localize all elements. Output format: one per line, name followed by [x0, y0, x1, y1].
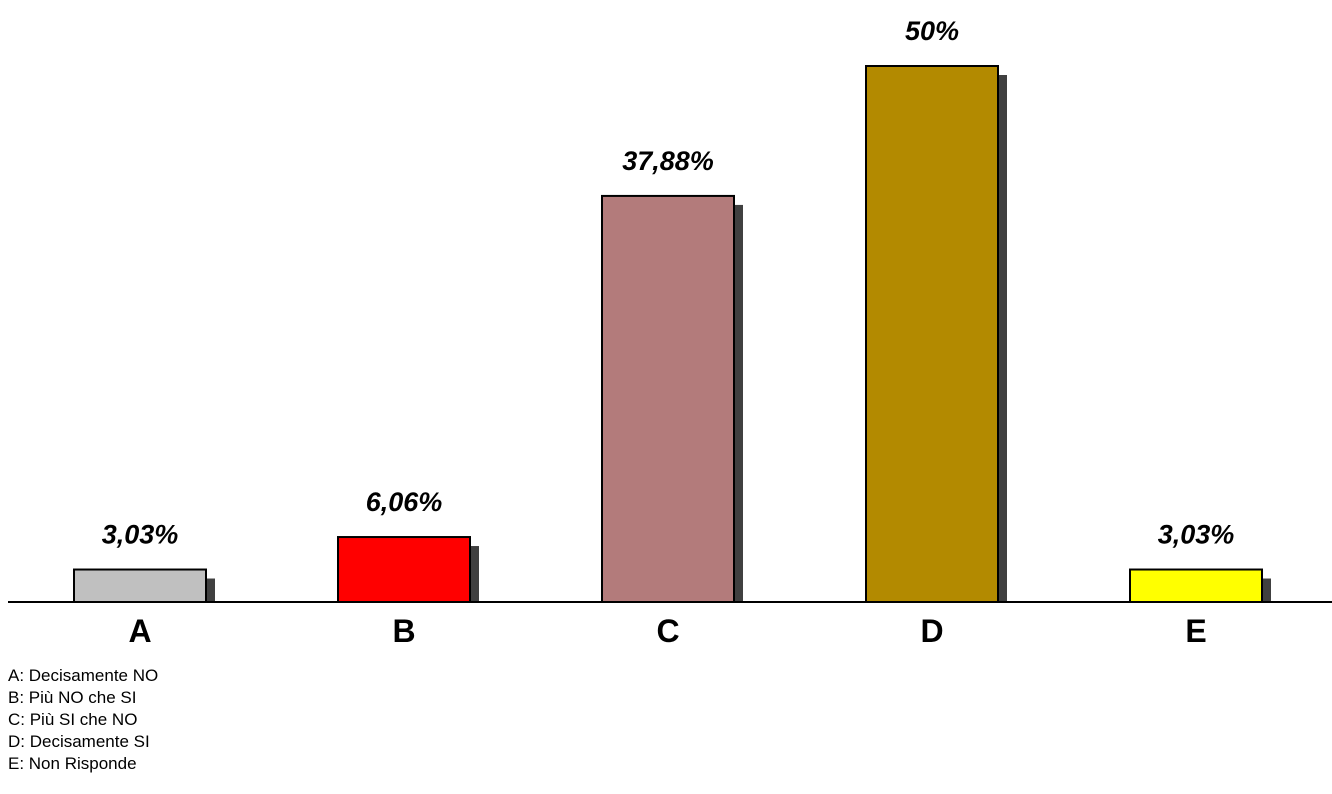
legend-item-a: A: Decisamente NO: [8, 666, 159, 685]
bar-b: [337, 536, 471, 604]
category-labels: A B C D E: [128, 613, 1206, 649]
category-label-a: A: [128, 613, 151, 649]
legend-item-e: E: Non Risponde: [8, 754, 137, 773]
value-label-d: 50%: [905, 16, 959, 46]
legend-item-b: B: Più NO che SI: [8, 688, 137, 707]
bar-chart: 3,03% 6,06% 37,88% 50% 3,03% A B C D E: [8, 16, 1332, 649]
value-label-e: 3,03%: [1158, 520, 1235, 550]
value-label-b: 6,06%: [366, 487, 443, 517]
bar-a: [73, 568, 207, 603]
bar-e: [1129, 568, 1263, 603]
value-label-a: 3,03%: [102, 520, 179, 550]
value-labels: 3,03% 6,06% 37,88% 50% 3,03%: [102, 16, 1235, 550]
category-label-d: D: [920, 613, 943, 649]
legend: A: Decisamente NO B: Più NO che SI C: Pi…: [8, 665, 158, 775]
bar-d: [865, 65, 999, 603]
legend-item-c: C: Più SI che NO: [8, 710, 138, 729]
category-label-c: C: [656, 613, 679, 649]
category-label-b: B: [392, 613, 415, 649]
legend-item-d: D: Decisamente SI: [8, 732, 150, 751]
bar-c: [601, 194, 735, 604]
value-label-c: 37,88%: [622, 146, 714, 176]
category-label-e: E: [1185, 613, 1206, 649]
bars: [73, 65, 1263, 604]
